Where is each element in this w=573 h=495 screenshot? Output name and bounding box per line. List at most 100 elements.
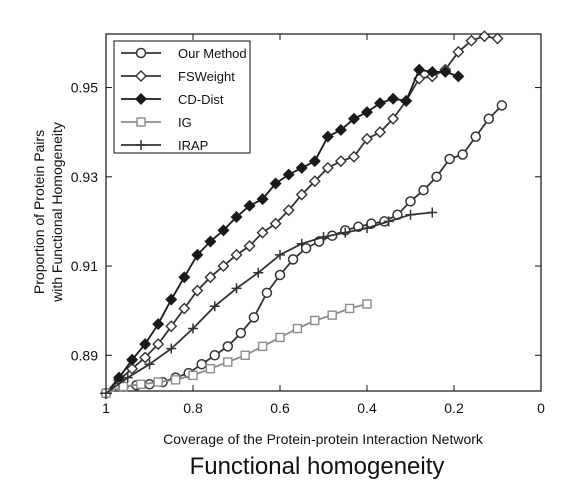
data-point: [483, 113, 495, 125]
data-point: [230, 210, 243, 223]
legend-label: CD-Dist: [178, 92, 224, 107]
data-point: [413, 63, 426, 76]
legend: Our Method FSWeight CD-Dist IG IRAP: [113, 40, 251, 154]
data-point: [387, 112, 400, 125]
data-point: [282, 204, 295, 217]
data-point: [261, 287, 273, 299]
data-point: [188, 323, 198, 334]
data-point: [334, 123, 347, 136]
data-point: [292, 323, 303, 334]
data-point: [101, 388, 111, 399]
data-point: [166, 343, 177, 354]
data-point: [231, 283, 242, 294]
data-point: [274, 269, 286, 281]
x-axis-label: Coverage of the Protein-protein Interact…: [163, 431, 484, 447]
series-ig: [101, 299, 372, 398]
data-point: [296, 238, 307, 249]
data-point: [361, 106, 373, 119]
data-point: [178, 271, 191, 284]
data-point: [139, 338, 152, 351]
legend-entry: CD-Dist: [121, 92, 224, 107]
data-point: [295, 161, 308, 174]
data-point: [126, 353, 139, 366]
legend-label: IRAP: [178, 138, 208, 153]
data-point: [374, 126, 387, 139]
data-point: [191, 248, 204, 261]
data-point: [275, 249, 285, 260]
y-axis: 0.89 0.91 0.93 0.95: [71, 80, 541, 363]
data-point: [427, 207, 438, 218]
y-axis-label-line-2: with Functional Homogeneity: [49, 122, 65, 303]
data-point: [300, 242, 312, 254]
x-tick-label: 0: [537, 400, 545, 416]
series-line: [105, 211, 433, 394]
data-point: [165, 293, 178, 306]
data-point: [295, 188, 308, 201]
data-point: [400, 94, 413, 107]
data-point: [269, 217, 282, 230]
data-point: [223, 357, 233, 367]
data-point: [217, 224, 230, 237]
data-point: [308, 175, 321, 188]
data-point: [347, 112, 360, 125]
legend-label: Our Method: [178, 46, 247, 61]
y-tick-label: 0.89: [71, 347, 98, 363]
data-point: [452, 45, 465, 58]
legend-entry: IG: [121, 115, 192, 130]
legend-marker: [136, 140, 146, 150]
data-point: [275, 332, 285, 343]
legend-label: IG: [178, 115, 192, 130]
data-point: [217, 260, 230, 273]
data-point: [153, 377, 163, 387]
data-point: [209, 350, 220, 361]
y-tick-label: 0.95: [71, 80, 98, 96]
data-point: [152, 338, 165, 351]
series-line: [105, 68, 459, 394]
data-point: [362, 299, 372, 309]
data-point: [269, 177, 282, 190]
data-point: [418, 184, 429, 196]
data-point: [457, 149, 468, 160]
data-point: [209, 301, 220, 312]
legend-marker: [135, 93, 147, 105]
data-point: [243, 239, 256, 252]
data-point: [387, 92, 400, 105]
data-point: [334, 155, 347, 168]
legend-box: [113, 40, 251, 154]
y-axis-label-line-1: Proportion of Protein Pairs: [31, 130, 47, 294]
data-point: [308, 155, 321, 168]
x-tick-label: 0.4: [357, 400, 377, 416]
legend-marker: [136, 117, 146, 127]
x-axis: 1 0.8 0.6 0.4 0.2 0: [102, 34, 545, 416]
data-point: [383, 216, 394, 227]
data-point: [327, 310, 337, 320]
data-point: [248, 312, 260, 323]
legend-marker: [135, 47, 147, 59]
data-point: [344, 303, 355, 314]
data-point: [243, 199, 256, 212]
legend-entry: FSWeight: [121, 69, 235, 84]
data-point: [318, 232, 329, 243]
data-point: [361, 132, 373, 145]
data-point: [256, 193, 269, 206]
data-point: [347, 150, 360, 163]
data-point: [188, 370, 198, 381]
data-point: [496, 100, 508, 111]
data-point: [340, 227, 351, 238]
data-point: [165, 320, 178, 333]
data-point: [321, 161, 334, 174]
series-cd-dist: [100, 63, 465, 400]
data-point: [287, 254, 299, 265]
data-point: [240, 350, 250, 360]
chart-caption: Functional homogeneity: [190, 453, 445, 480]
data-point: [204, 235, 217, 248]
data-point: [170, 375, 181, 385]
data-point: [139, 351, 152, 364]
data-point: [222, 341, 234, 352]
data-point: [191, 284, 204, 297]
x-tick-label: 0.2: [444, 400, 464, 416]
data-point: [491, 32, 504, 45]
data-point: [405, 196, 416, 207]
data-point: [235, 327, 247, 339]
data-point: [204, 271, 217, 284]
